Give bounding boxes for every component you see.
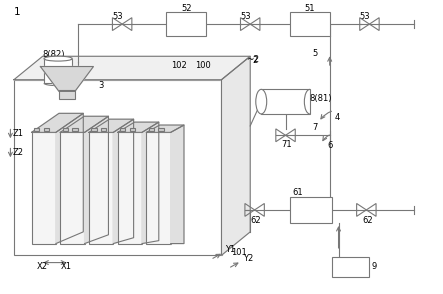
Text: 8(81): 8(81) — [310, 94, 332, 103]
Text: 53: 53 — [241, 12, 251, 21]
Bar — [59, 90, 75, 99]
Bar — [147, 132, 171, 243]
Text: 9: 9 — [372, 263, 377, 271]
Bar — [158, 128, 163, 131]
Polygon shape — [31, 113, 83, 132]
Text: 100: 100 — [195, 61, 211, 70]
Text: Z2: Z2 — [13, 148, 24, 157]
Polygon shape — [14, 56, 250, 80]
Bar — [166, 12, 206, 36]
Text: 62: 62 — [362, 216, 373, 225]
Polygon shape — [56, 113, 83, 243]
Text: Y2: Y2 — [243, 254, 253, 263]
Text: 101: 101 — [231, 248, 247, 257]
Text: 6: 6 — [327, 141, 333, 150]
Bar — [149, 128, 154, 131]
Bar — [43, 128, 49, 131]
Bar — [332, 257, 369, 277]
Polygon shape — [222, 56, 250, 255]
Bar — [72, 128, 78, 131]
Bar — [261, 89, 310, 114]
Text: 5: 5 — [312, 49, 317, 58]
Text: 4: 4 — [335, 113, 340, 122]
Text: 3: 3 — [98, 81, 103, 90]
Bar — [290, 197, 332, 223]
Bar — [89, 132, 113, 243]
Bar — [101, 128, 106, 131]
Polygon shape — [40, 66, 93, 91]
Bar — [290, 12, 330, 36]
Text: 61: 61 — [292, 188, 303, 197]
Ellipse shape — [256, 89, 267, 114]
Text: 7: 7 — [312, 123, 317, 133]
Bar — [62, 128, 68, 131]
Polygon shape — [113, 119, 134, 243]
Text: X1: X1 — [60, 263, 71, 271]
Polygon shape — [142, 122, 159, 243]
Bar — [130, 128, 135, 131]
Polygon shape — [60, 116, 109, 132]
Text: 1: 1 — [14, 7, 20, 17]
Text: 51: 51 — [305, 4, 315, 13]
Text: Y1: Y1 — [225, 245, 235, 255]
Text: 8(82): 8(82) — [43, 50, 65, 59]
Polygon shape — [118, 122, 159, 132]
Text: 53: 53 — [113, 12, 123, 21]
Polygon shape — [147, 125, 184, 132]
Ellipse shape — [44, 56, 72, 61]
Text: 52: 52 — [181, 4, 191, 13]
Text: ~2: ~2 — [246, 55, 259, 64]
Text: X2: X2 — [37, 263, 48, 271]
Text: 62: 62 — [250, 216, 261, 225]
Bar — [91, 128, 97, 131]
Text: 102: 102 — [171, 61, 187, 70]
Bar — [34, 128, 39, 131]
Polygon shape — [171, 125, 184, 243]
Bar — [14, 80, 222, 255]
Text: Z1: Z1 — [13, 129, 24, 138]
Bar — [118, 132, 142, 243]
Bar — [120, 128, 125, 131]
Bar — [31, 132, 56, 243]
Polygon shape — [85, 116, 109, 243]
Text: 53: 53 — [360, 12, 370, 21]
Text: 71: 71 — [281, 140, 292, 148]
Bar — [44, 59, 72, 83]
Text: 2: 2 — [253, 56, 258, 66]
Bar — [60, 132, 85, 243]
Polygon shape — [89, 119, 134, 132]
